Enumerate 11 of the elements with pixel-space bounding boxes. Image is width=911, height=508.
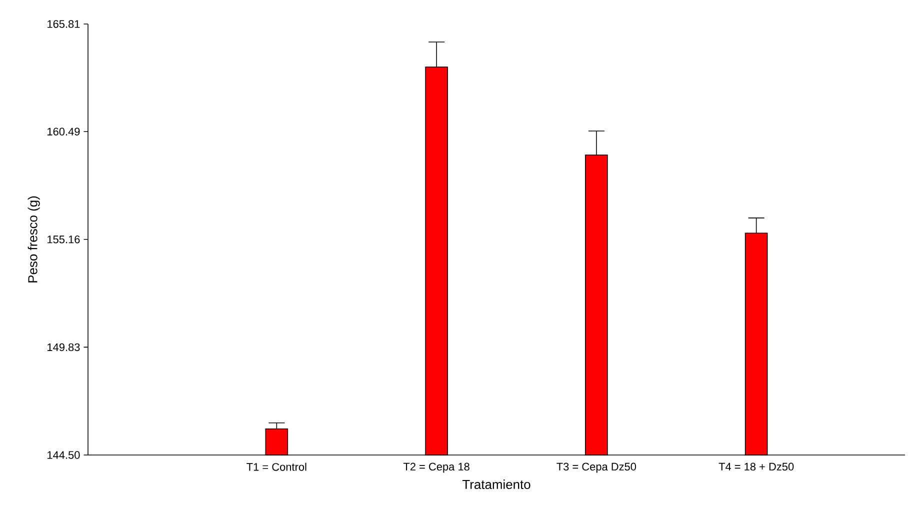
- y-axis-title: Peso fresco (g): [28, 196, 40, 282]
- x-tick-label: T2 = Cepa 18: [403, 462, 470, 473]
- y-tick-label: 155.16: [48, 236, 80, 244]
- x-tick-label: T4 = 18 + Dz50: [718, 462, 794, 471]
- y-tick-label: 165.81: [48, 20, 80, 28]
- x-axis-title: Tratamiento: [462, 480, 530, 490]
- y-tick-label: 144.50: [48, 451, 80, 459]
- x-tick-label: T3 = Cepa Dz50: [556, 462, 636, 473]
- x-tick-label: T1 = Control: [246, 462, 306, 471]
- y-tick-label: 160.49: [48, 128, 80, 136]
- y-tick-label: 149.83: [48, 343, 80, 352]
